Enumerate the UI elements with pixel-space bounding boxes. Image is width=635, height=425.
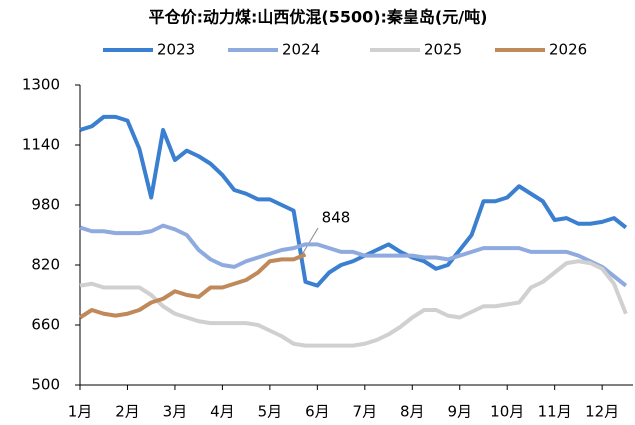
x-tick-label: 2月: [115, 403, 140, 421]
series-line: [79, 259, 628, 348]
legend-label: 2024: [282, 41, 320, 59]
x-tick-label: 1月: [68, 403, 93, 421]
data-label: 848: [322, 209, 351, 227]
x-tick-label: 10月: [490, 403, 524, 421]
series-line: [79, 114, 628, 288]
x-tick-label: 6月: [305, 403, 330, 421]
y-tick-label: 980: [31, 196, 60, 214]
y-tick-label: 820: [31, 256, 60, 274]
y-tick-label: 1300: [22, 76, 60, 94]
chart-title: 平仓价:动力煤:山西优混(5500):秦皇岛(元/吨): [149, 8, 488, 27]
y-tick-label: 1140: [22, 136, 60, 154]
x-tick-label: 4月: [210, 403, 235, 421]
legend-label: 2025: [424, 41, 462, 59]
y-tick-label: 660: [31, 316, 60, 334]
x-tick-label: 7月: [353, 403, 378, 421]
series-line: [78, 252, 307, 320]
series-line: [79, 223, 628, 288]
x-tick-label: 9月: [447, 403, 472, 421]
x-tick-label: 11月: [538, 403, 572, 421]
x-tick-label: 8月: [400, 403, 425, 421]
x-tick-label: 12月: [585, 403, 619, 421]
x-tick-label: 3月: [163, 403, 188, 421]
x-tick-label: 5月: [258, 403, 283, 421]
legend-label: 2026: [549, 41, 587, 59]
y-tick-label: 500: [31, 376, 60, 394]
legend-label: 2023: [157, 41, 195, 59]
